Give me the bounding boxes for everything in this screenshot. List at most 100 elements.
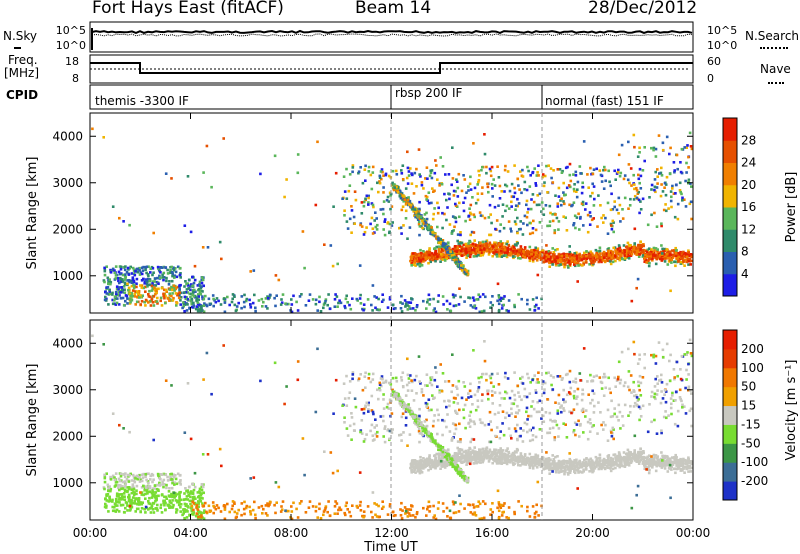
echo-cell	[111, 298, 114, 302]
echo-cell	[191, 482, 194, 486]
echo-cell	[400, 208, 404, 212]
echo-cell	[143, 507, 146, 511]
echo-cell	[412, 263, 416, 266]
echo-cell	[676, 458, 680, 462]
echo-cell	[121, 487, 125, 490]
echo-cell	[470, 244, 473, 248]
echo-cell	[169, 476, 172, 479]
echo-cell	[142, 286, 145, 290]
echo-cell	[412, 470, 416, 473]
echo-cell	[174, 287, 177, 291]
echo-cell	[539, 252, 542, 256]
echo-cell	[534, 228, 538, 232]
echo-cell	[448, 246, 451, 250]
echo-cell	[184, 280, 187, 283]
echo-cell	[391, 181, 394, 185]
echo-cell	[410, 172, 413, 175]
echo-cell	[192, 295, 196, 298]
echo-cell	[421, 257, 425, 261]
echo-cell	[415, 167, 418, 171]
echo-cell	[103, 269, 107, 273]
echo-cell	[124, 506, 127, 510]
echo-cell	[427, 256, 431, 259]
echo-cell	[168, 487, 171, 490]
echo-cell	[483, 152, 487, 156]
echo-cell	[674, 246, 677, 250]
echo-cell	[614, 466, 617, 470]
echo-cell	[482, 309, 486, 313]
echo-cell	[147, 502, 151, 505]
echo-cell	[525, 254, 529, 258]
echo-cell	[283, 195, 286, 199]
echo-cell	[538, 255, 541, 259]
echo-cell	[398, 194, 402, 198]
echo-cell	[430, 226, 433, 229]
echo-cell	[463, 458, 467, 461]
echo-cell	[670, 261, 673, 264]
echo-cell	[131, 473, 135, 477]
echo-cell	[115, 285, 119, 288]
echo-cell	[138, 503, 141, 506]
echo-cell	[419, 175, 422, 178]
echo-cell	[455, 178, 458, 181]
echo-cell	[191, 497, 195, 501]
echo-cell	[413, 259, 417, 262]
echo-cell	[120, 495, 124, 499]
echo-cell	[467, 459, 470, 462]
echo-cell	[407, 170, 411, 173]
echo-cell	[345, 197, 349, 200]
echo-cell	[623, 257, 627, 260]
power-panel: Slant Range [km]	[25, 112, 694, 314]
echo-cell	[623, 465, 627, 468]
echo-cell	[651, 250, 655, 254]
echo-cell	[420, 251, 423, 255]
echo-cell	[144, 285, 147, 289]
echo-cell	[494, 227, 497, 231]
echo-cell	[566, 264, 570, 268]
echo-cell	[586, 213, 590, 217]
echo-cell	[469, 175, 472, 179]
echo-cell	[185, 296, 188, 299]
echo-cell	[647, 259, 650, 263]
echo-cell	[661, 148, 665, 152]
echo-cell	[448, 197, 451, 201]
echo-cell	[318, 295, 321, 299]
echo-cell	[257, 299, 261, 302]
echo-cell	[432, 212, 435, 216]
echo-cell	[450, 251, 454, 254]
echo-cell	[457, 242, 461, 245]
echo-cell	[506, 447, 509, 450]
echo-cell	[413, 252, 417, 255]
echo-cell	[507, 455, 511, 458]
echo-cell	[132, 490, 135, 494]
echo-cell	[142, 277, 145, 281]
echo-cell	[484, 245, 487, 249]
echo-cell	[153, 280, 156, 283]
echo-cell	[200, 492, 203, 495]
echo-cell	[544, 204, 548, 207]
echo-cell	[371, 203, 375, 207]
echo-cell	[606, 455, 610, 458]
echo-cell	[606, 248, 610, 251]
echo-cell	[506, 453, 510, 457]
echo-cell	[130, 292, 133, 295]
echo-cell	[150, 506, 153, 509]
echo-cell	[472, 255, 476, 258]
echo-cell	[127, 493, 131, 497]
echo-cell	[498, 242, 501, 246]
echo-cell	[505, 204, 509, 208]
echo-cell	[538, 192, 542, 196]
echo-cell	[275, 294, 278, 297]
echo-cell	[189, 295, 192, 299]
echo-cell	[513, 454, 516, 458]
echo-cell	[420, 225, 423, 228]
echo-cell	[502, 303, 505, 307]
echo-cell	[531, 193, 535, 196]
echo-cell	[639, 240, 642, 244]
echo-cell	[488, 244, 491, 247]
echo-cell	[567, 266, 570, 269]
echo-cell	[428, 258, 432, 261]
echo-cell	[424, 464, 427, 468]
echo-cell	[673, 170, 676, 174]
echo-cell	[179, 296, 183, 299]
